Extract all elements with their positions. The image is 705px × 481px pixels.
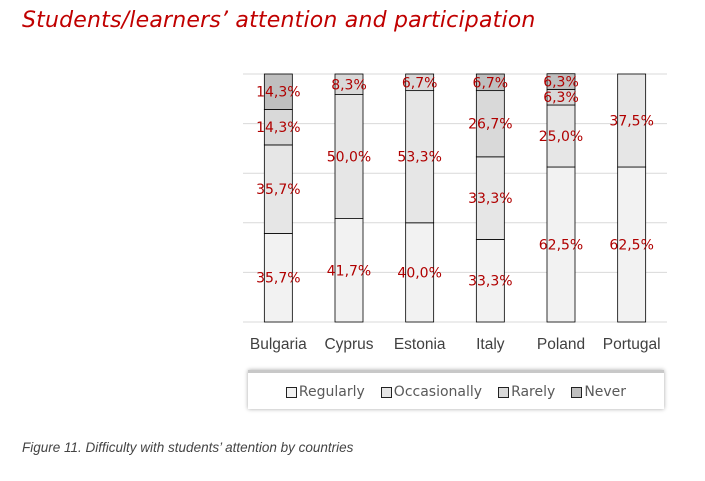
category-label: Cyprus: [324, 336, 373, 353]
legend-label: Rarely: [511, 384, 556, 400]
legend-swatch: [571, 386, 583, 398]
legend: Regularly Occasionally Rarely Never: [248, 370, 664, 409]
data-label: 6,7%: [402, 75, 438, 91]
data-label: 33,3%: [468, 274, 512, 290]
category-label: Italy: [476, 336, 505, 353]
bar-cyprus-rarely: [334, 73, 364, 95]
bar-poland-never: [546, 73, 576, 90]
bar-cyprus-regularly: [334, 218, 364, 323]
data-label: 33,3%: [468, 191, 512, 207]
legend-item-occasionally: Occasionally: [380, 384, 483, 400]
bar-estonia-rarely: [405, 73, 435, 92]
legend-label: Regularly: [298, 384, 365, 400]
category-label: Bulgaria: [250, 336, 307, 353]
bar-estonia-regularly: [405, 222, 435, 323]
data-label: 35,7%: [256, 182, 300, 198]
stacked-bar-chart: 35,7% 35,7% 14,3% 14,3% 41,7% 50,0% 8,3% 40,0% 5…: [243, 73, 667, 353]
legend-swatch: [498, 386, 510, 398]
data-label: 14,3%: [256, 120, 300, 136]
data-label: 6,3%: [543, 75, 579, 91]
data-label: 14,3%: [256, 85, 300, 101]
bar-bulgaria-never: [263, 73, 293, 110]
bar-poland-occasionally: [546, 104, 576, 168]
bar-poland-regularly: [546, 166, 576, 323]
data-label: 62,5%: [539, 238, 583, 254]
legend-swatch: [285, 386, 297, 398]
category-label: Estonia: [394, 336, 446, 353]
data-label: 50,0%: [327, 150, 371, 166]
data-labels: 35,7% 35,7% 14,3% 14,3% 41,7% 50,0% 8,3% 40,0% 5…: [256, 75, 654, 290]
legend-item-rarely: Rarely: [498, 384, 555, 400]
data-label: 35,7%: [256, 271, 300, 287]
bar-italy-occasionally: [475, 156, 505, 240]
bar-bulgaria-occasionally: [263, 144, 293, 234]
bar-estonia-occasionally: [405, 90, 435, 224]
bar-italy-rarely: [475, 90, 505, 158]
data-label: 53,3%: [397, 150, 441, 166]
category-labels: Bulgaria Cyprus Estonia Italy Poland Portugal: [250, 336, 661, 353]
legend-swatch: [380, 386, 392, 398]
bar-portugal-occasionally: [617, 73, 647, 168]
data-label: 41,7%: [327, 263, 371, 279]
data-label: 6,3%: [543, 90, 579, 106]
category-label: Poland: [537, 336, 585, 353]
gridlines: [243, 73, 667, 323]
figure-caption: Figure 11. Difficulty with students’ att…: [22, 440, 354, 455]
legend-item-regularly: Regularly: [285, 384, 365, 400]
data-label: 40,0%: [397, 265, 441, 281]
data-label: 62,5%: [609, 238, 653, 254]
category-label: Portugal: [603, 336, 661, 353]
data-label: 6,7%: [473, 75, 509, 91]
bars: [263, 73, 647, 323]
bar-cyprus-occasionally: [334, 94, 364, 219]
data-label: 26,7%: [468, 117, 512, 133]
data-label: 25,0%: [539, 129, 583, 145]
bar-italy-regularly: [475, 239, 505, 323]
data-label: 8,3%: [331, 77, 367, 93]
bar-bulgaria-regularly: [263, 233, 293, 323]
legend-label: Occasionally: [393, 384, 483, 400]
bar-italy-never: [475, 73, 505, 92]
legend-label: Never: [584, 384, 627, 400]
chart-title: Students/learners’ attention and partici…: [22, 8, 536, 33]
data-label: 37,5%: [609, 114, 653, 130]
legend-item-never: Never: [571, 384, 626, 400]
